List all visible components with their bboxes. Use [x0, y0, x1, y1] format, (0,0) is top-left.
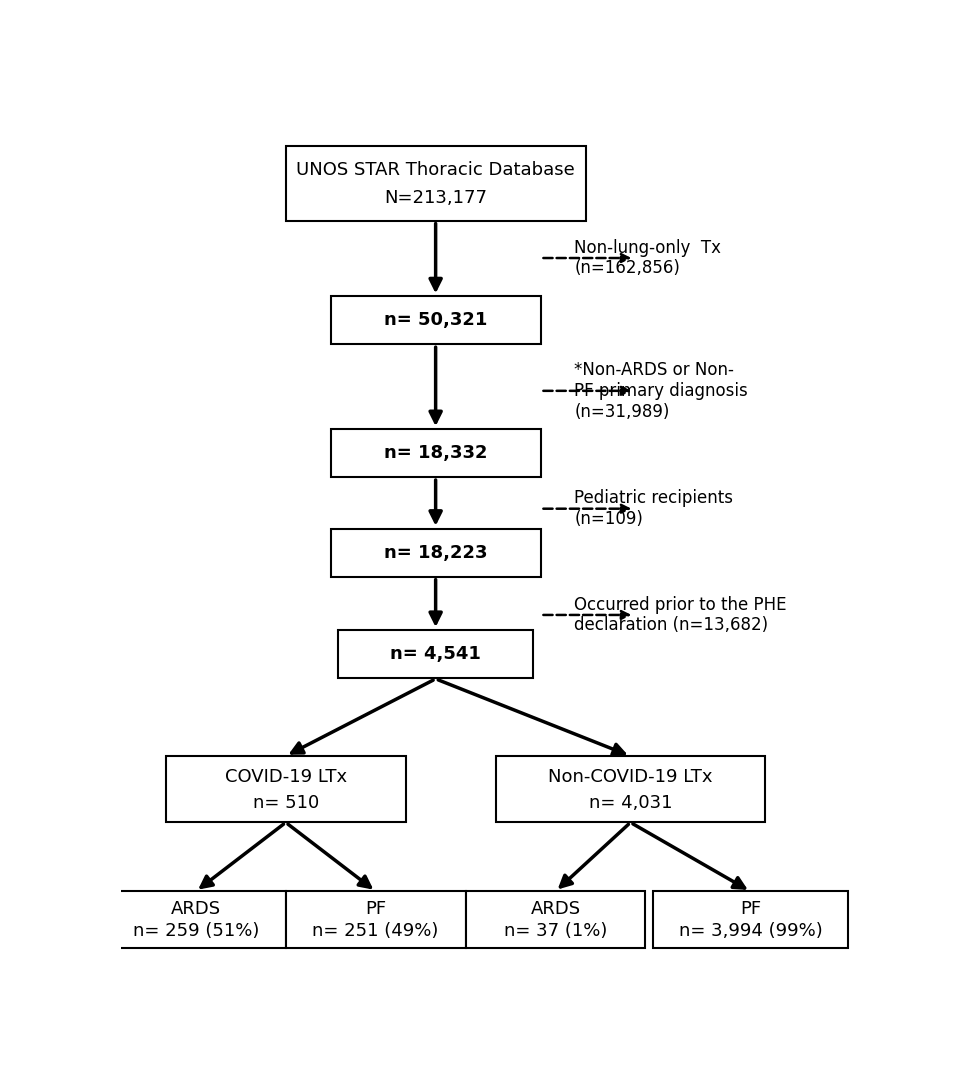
- Bar: [338, 630, 533, 678]
- Bar: [331, 429, 541, 478]
- Text: n= 3,994 (99%): n= 3,994 (99%): [679, 922, 822, 940]
- Bar: [286, 892, 466, 948]
- Text: n= 37 (1%): n= 37 (1%): [504, 922, 607, 940]
- Bar: [466, 892, 646, 948]
- Text: UNOS STAR Thoracic Database: UNOS STAR Thoracic Database: [296, 161, 575, 179]
- Bar: [496, 756, 766, 823]
- Text: n= 510: n= 510: [252, 793, 319, 812]
- Bar: [331, 528, 541, 577]
- Text: n= 50,321: n= 50,321: [384, 312, 487, 329]
- Text: COVID-19 LTx: COVID-19 LTx: [224, 769, 347, 786]
- Bar: [106, 892, 286, 948]
- Text: ARDS: ARDS: [171, 900, 220, 918]
- Text: n= 259 (51%): n= 259 (51%): [132, 922, 259, 940]
- Text: n= 18,223: n= 18,223: [384, 543, 487, 562]
- Text: ARDS: ARDS: [531, 900, 580, 918]
- Text: *Non-ARDS or Non-
PF primary diagnosis
(n=31,989): *Non-ARDS or Non- PF primary diagnosis (…: [574, 361, 748, 420]
- Text: Pediatric recipients
(n=109): Pediatric recipients (n=109): [574, 489, 733, 528]
- Text: n= 18,332: n= 18,332: [384, 444, 487, 462]
- Text: PF: PF: [366, 900, 386, 918]
- Bar: [286, 146, 586, 221]
- Bar: [331, 296, 541, 344]
- Text: PF: PF: [740, 900, 761, 918]
- Text: n= 4,541: n= 4,541: [391, 645, 481, 663]
- Bar: [166, 756, 406, 823]
- Text: Non-COVID-19 LTx: Non-COVID-19 LTx: [548, 769, 713, 786]
- Bar: [653, 892, 848, 948]
- Text: N=213,177: N=213,177: [384, 190, 487, 207]
- Text: n= 251 (49%): n= 251 (49%): [312, 922, 439, 940]
- Text: Occurred prior to the PHE
declaration (n=13,682): Occurred prior to the PHE declaration (n…: [574, 595, 787, 634]
- Text: Non-lung-only  Tx
(n=162,856): Non-lung-only Tx (n=162,856): [574, 238, 721, 277]
- Text: n= 4,031: n= 4,031: [589, 793, 672, 812]
